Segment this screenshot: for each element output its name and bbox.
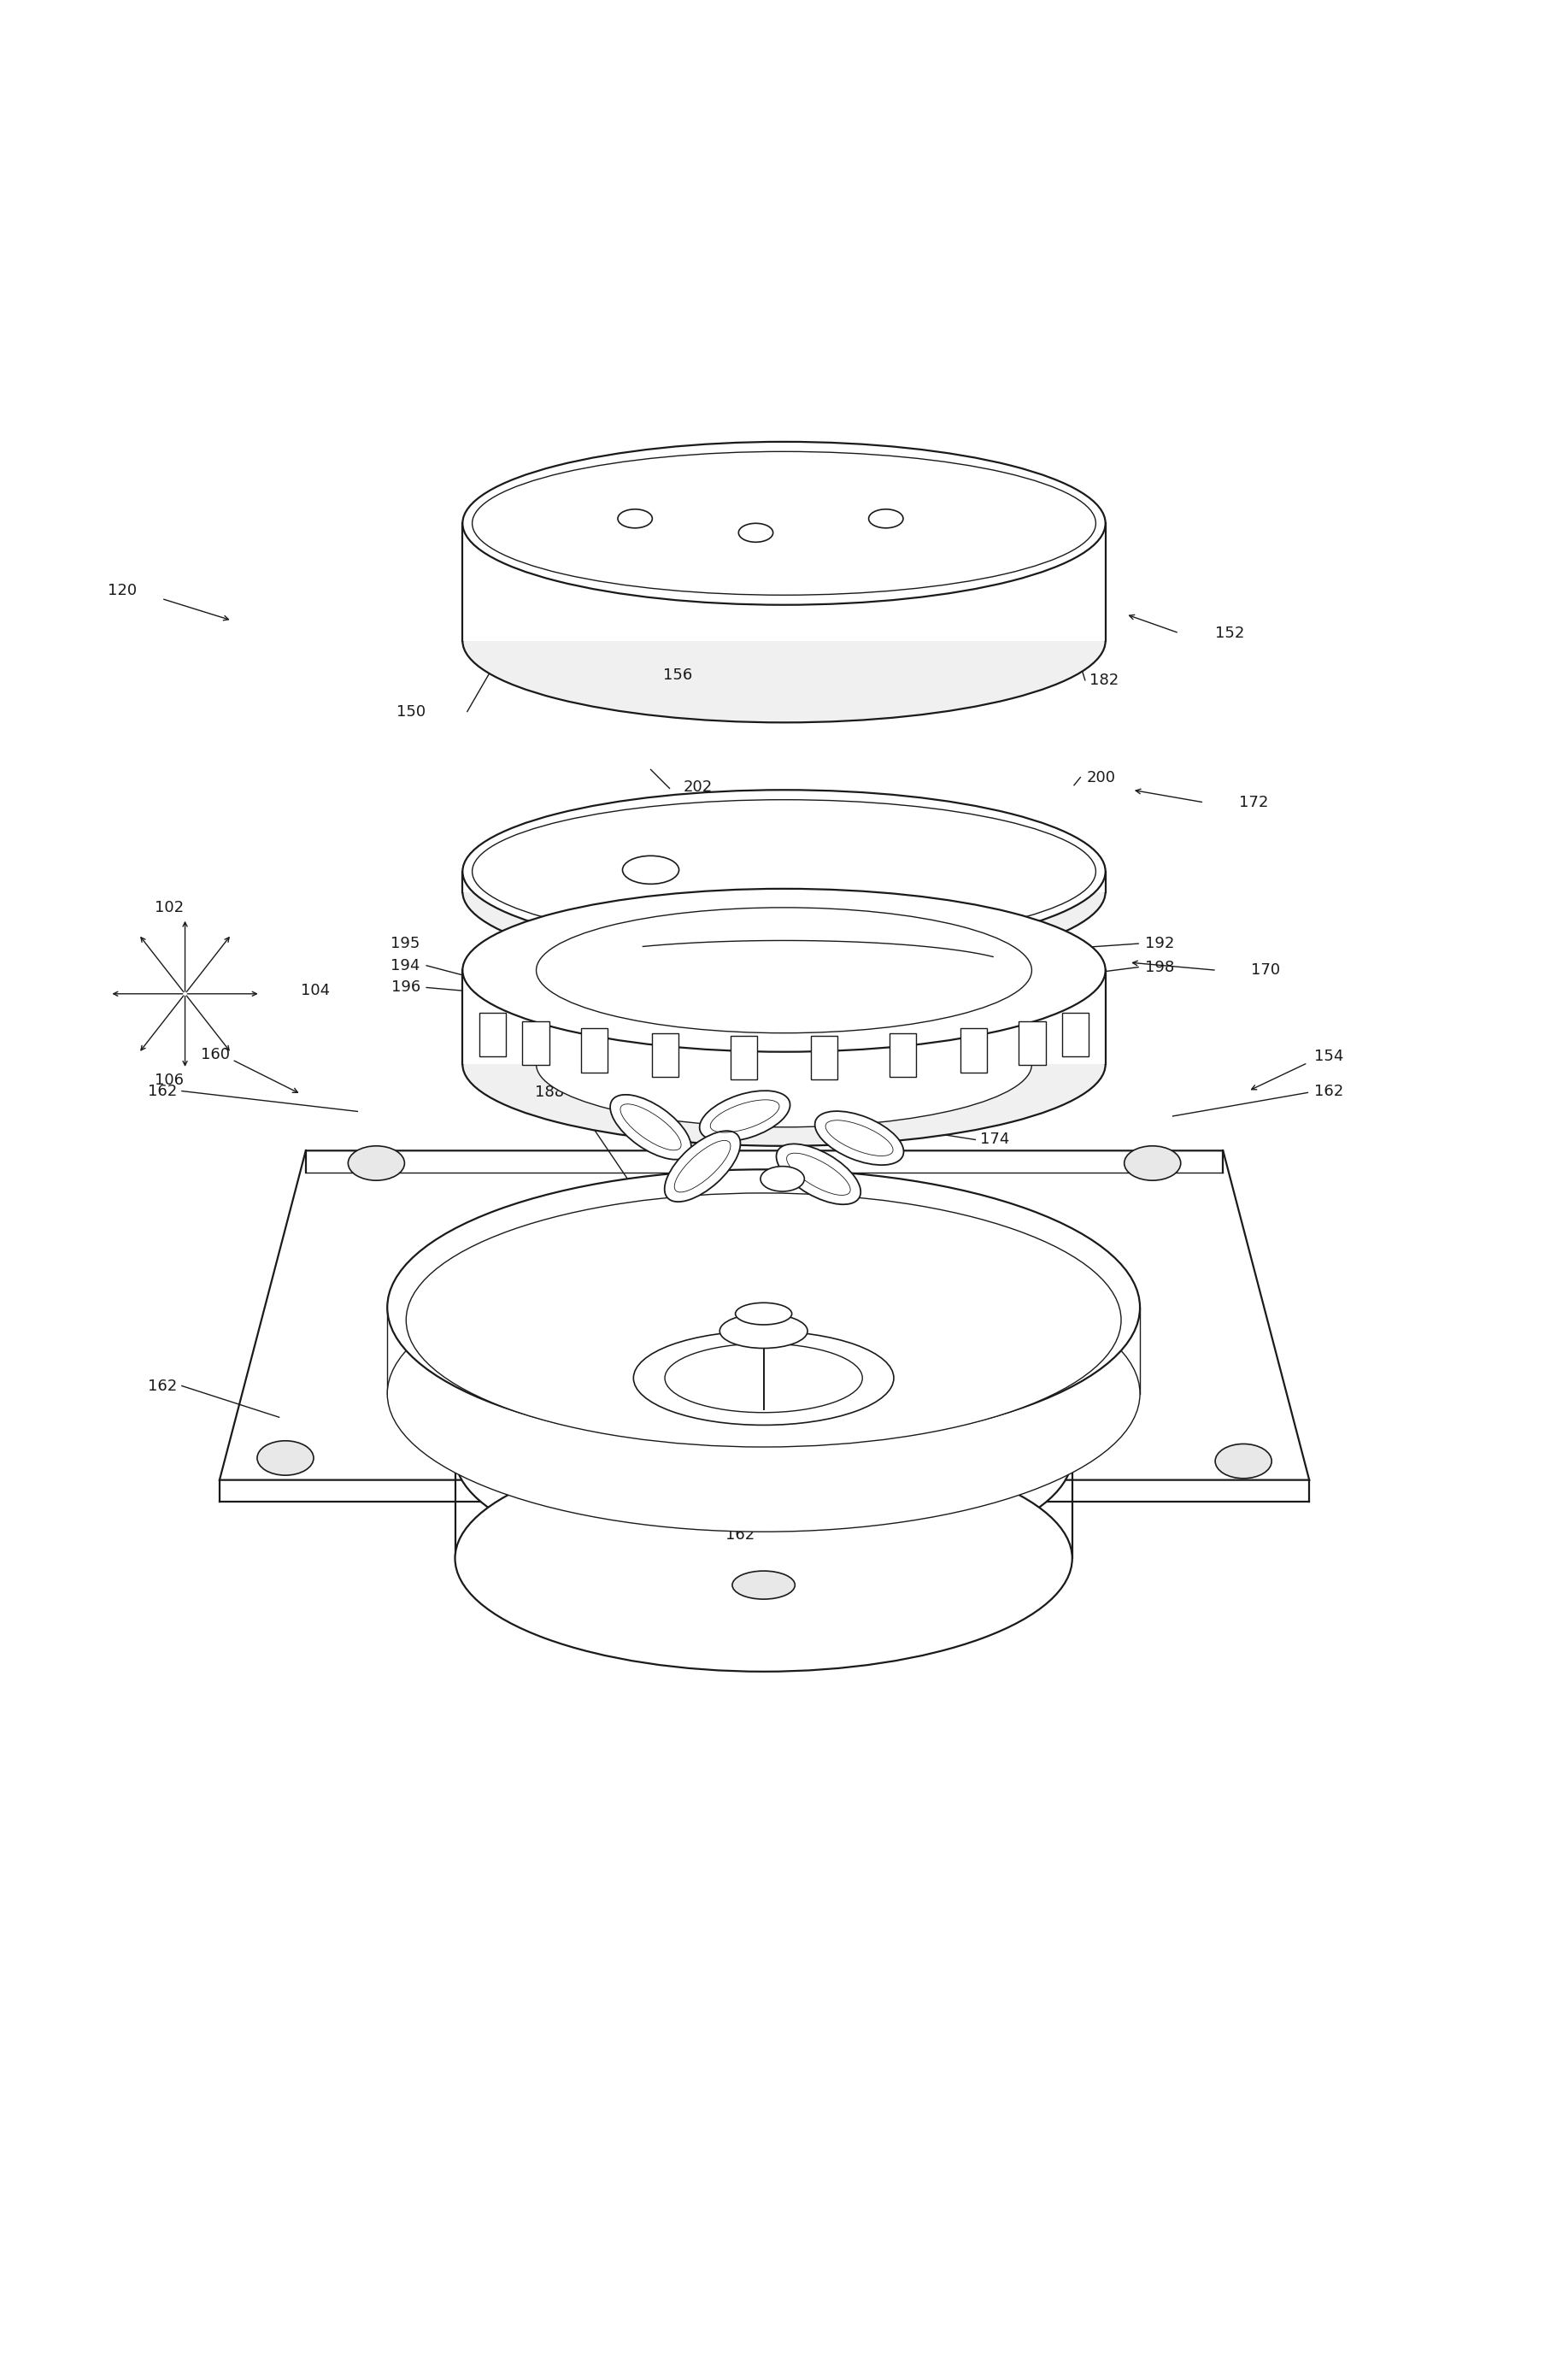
Ellipse shape xyxy=(406,1194,1121,1447)
Text: 162: 162 xyxy=(1314,1083,1344,1099)
Text: 162: 162 xyxy=(147,1083,177,1099)
Ellipse shape xyxy=(1215,1444,1272,1478)
Ellipse shape xyxy=(760,1165,804,1191)
Ellipse shape xyxy=(732,1572,795,1598)
Text: 195: 195 xyxy=(390,936,420,950)
Ellipse shape xyxy=(869,508,903,527)
Ellipse shape xyxy=(633,1331,894,1425)
Ellipse shape xyxy=(463,790,1105,953)
Text: 194: 194 xyxy=(506,976,536,993)
Text: 150: 150 xyxy=(397,704,425,719)
Bar xyxy=(889,1033,916,1078)
Polygon shape xyxy=(463,522,1105,641)
Text: 156: 156 xyxy=(757,612,786,629)
Text: 152: 152 xyxy=(1215,626,1245,641)
Ellipse shape xyxy=(455,1343,1073,1570)
Text: 106: 106 xyxy=(155,1073,183,1087)
Ellipse shape xyxy=(463,889,1105,1052)
Text: 182: 182 xyxy=(1090,671,1120,688)
Text: 188: 188 xyxy=(535,1085,564,1099)
Bar xyxy=(652,1033,679,1078)
Text: 104: 104 xyxy=(301,983,331,998)
Ellipse shape xyxy=(455,1444,1073,1671)
Text: 200: 200 xyxy=(1087,771,1116,785)
Ellipse shape xyxy=(665,1343,862,1414)
Ellipse shape xyxy=(739,522,773,541)
Text: 174: 174 xyxy=(980,1132,1010,1147)
Ellipse shape xyxy=(536,908,1032,1033)
Text: 176: 176 xyxy=(859,1014,889,1031)
Ellipse shape xyxy=(665,1130,740,1201)
Ellipse shape xyxy=(618,508,652,527)
Ellipse shape xyxy=(387,1255,1140,1532)
Text: 180: 180 xyxy=(967,496,996,513)
Text: 120: 120 xyxy=(108,584,136,598)
Text: 102: 102 xyxy=(155,901,183,915)
Polygon shape xyxy=(220,1151,1309,1480)
Ellipse shape xyxy=(257,1440,314,1475)
Bar xyxy=(731,1035,757,1080)
Text: 192: 192 xyxy=(1145,936,1174,950)
Text: 154: 154 xyxy=(1314,1050,1344,1064)
Bar xyxy=(480,1012,506,1057)
Text: 194: 194 xyxy=(390,957,420,974)
Ellipse shape xyxy=(815,1111,903,1165)
Text: 162: 162 xyxy=(726,1527,754,1544)
Ellipse shape xyxy=(463,811,1105,974)
Text: 160: 160 xyxy=(201,1047,230,1064)
Ellipse shape xyxy=(699,1090,790,1142)
Bar xyxy=(1062,1012,1088,1057)
Polygon shape xyxy=(463,969,1105,1064)
Ellipse shape xyxy=(463,983,1105,1147)
Polygon shape xyxy=(463,872,1105,891)
Ellipse shape xyxy=(1124,1147,1181,1180)
Text: 196: 196 xyxy=(390,979,420,995)
Text: 184: 184 xyxy=(859,1050,889,1064)
Ellipse shape xyxy=(348,1147,405,1180)
Bar xyxy=(522,1021,549,1066)
Ellipse shape xyxy=(387,1170,1140,1444)
Text: 170: 170 xyxy=(1251,962,1281,979)
Bar xyxy=(960,1028,986,1073)
Text: 190: 190 xyxy=(996,903,1024,917)
Ellipse shape xyxy=(622,856,679,884)
Ellipse shape xyxy=(463,560,1105,723)
Text: 186: 186 xyxy=(1066,1050,1096,1064)
Ellipse shape xyxy=(610,1095,691,1158)
Bar xyxy=(582,1028,608,1073)
Ellipse shape xyxy=(536,1002,1032,1128)
Ellipse shape xyxy=(463,442,1105,605)
Ellipse shape xyxy=(776,1144,861,1203)
Text: 156: 156 xyxy=(519,612,547,629)
Text: 202: 202 xyxy=(684,780,712,794)
Bar xyxy=(811,1035,837,1080)
Text: 172: 172 xyxy=(1239,794,1269,811)
Ellipse shape xyxy=(735,1303,792,1324)
Bar xyxy=(1019,1021,1046,1066)
Ellipse shape xyxy=(720,1314,808,1347)
Text: 162: 162 xyxy=(699,1194,729,1208)
Text: 162: 162 xyxy=(147,1378,177,1392)
Text: 198: 198 xyxy=(1145,960,1174,974)
Text: 196: 196 xyxy=(605,995,635,1012)
Text: 156: 156 xyxy=(663,667,691,683)
